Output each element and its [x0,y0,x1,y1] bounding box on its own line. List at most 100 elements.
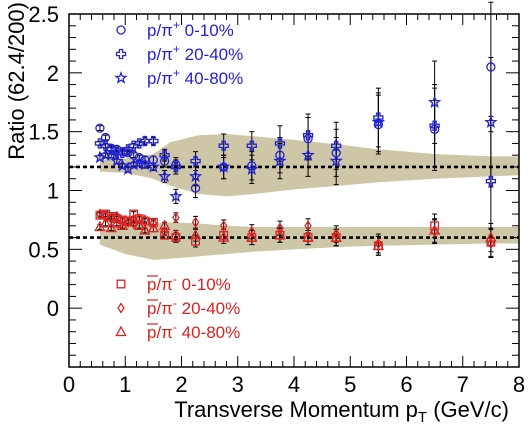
data-point-diamond [374,237,383,250]
data-point-triangle [246,231,258,242]
legend-marker-diamond [117,302,125,314]
data-point-circle [134,152,144,163]
data-point-star [371,115,386,128]
error-bar [173,212,179,223]
error-bar [333,137,339,186]
legend-entry: p/π- 20-40% [117,296,240,318]
error-bar [221,154,227,180]
data-point-diamond [101,210,110,223]
data-point-star [104,148,118,161]
data-point-cross [190,155,201,167]
data-point-circle [247,161,257,171]
data-point-star [273,154,287,167]
error-bar [277,142,283,180]
data-point-triangle [127,213,140,225]
x-tick-label: 2 [175,372,187,397]
data-point-triangle [485,231,497,242]
data-point-diamond [487,237,495,250]
plot-frame [68,13,520,368]
legend-entry: p/π- 40-80% [115,320,240,342]
y-tick-label: 2 [47,61,59,86]
data-point-circle [275,150,285,160]
error-bar [97,125,103,131]
y-axis-title: Ratio (62.4/200) [4,2,29,160]
data-point-diamond [129,217,138,230]
data-point-square [191,236,201,246]
data-point-star [146,159,161,173]
data-point-triangle [133,219,146,230]
data-point-diamond [118,215,127,227]
data-point-cross [139,135,151,147]
legend-pbar-over-pi-minus: p/π- 0-10%p/π- 20-40%p/π- 40-80% [115,272,240,342]
y-tick-label: 1.5 [28,120,59,145]
y-tick-label: 2.5 [28,2,59,27]
x-tick-label: 7 [457,372,469,397]
x-tick-label: 5 [344,372,356,397]
legend-marker-square [116,279,126,289]
x-tick-label: 0 [63,372,75,397]
data-point-triangle [158,219,171,230]
data-point-diamond [96,208,104,220]
data-point-triangle [372,239,385,250]
error-bar [432,60,438,144]
data-point-triangle [428,224,441,235]
data-point-diamond [135,213,144,225]
data-point-cross [302,130,314,141]
legend-marker-cross [115,48,127,60]
data-point-circle [95,123,105,133]
data-point-circle [373,119,384,130]
data-point-star [484,115,498,128]
data-point-circle [190,183,201,193]
y-tick-labels: 0 0.5 1 1.5 2 2.5 [28,2,59,321]
x-tick-label: 3 [232,372,244,397]
legend-label: p/π- 20-40% [147,296,240,318]
data-point-star [301,148,315,161]
y-tick-label: 0.5 [28,237,59,262]
x-tick-label: 6 [400,372,412,397]
data-point-star [157,169,172,183]
data-point-diamond [172,211,180,224]
x-axis-title: Transverse Momentum pT (GeV/c) [174,397,509,426]
data-point-cross [218,140,229,151]
data-point-triangle [139,224,151,235]
data-point-diamond [113,210,121,223]
data-point-diamond [160,226,169,238]
data-point-star [329,154,343,167]
error-bar [488,57,494,188]
x-tick-label: 4 [288,372,300,397]
data-point-square [430,221,440,231]
data-point-star [427,95,442,108]
data-point-diamond [276,222,284,234]
y-tick-label: 1 [47,179,59,204]
data-point-diamond [332,228,340,240]
legend-label: p/π+ 40-80% [147,66,243,88]
data-point-cross [331,140,342,151]
legend-label: p/π- 40-80% [147,320,240,342]
data-point-cross [246,140,257,151]
data-point-star [188,169,203,183]
axis-ticks [68,13,520,368]
data-point-triangle [217,231,230,242]
error-bar [103,134,109,141]
legend-entry: p/π- 0-10% [116,272,231,294]
data-point-triangle [330,231,342,242]
legend-label: p/π+ 0-10% [147,18,234,40]
data-point-circle [171,159,181,170]
data-point-square [106,211,116,221]
data-point-diamond [248,226,256,238]
data-point-cross [429,120,440,131]
data-point-star [126,157,141,171]
legend-p-over-pi-plus: p/π+ 0-10%p/π+ 20-40%p/π+ 40-80% [114,18,243,88]
data-point-triangle [94,220,106,232]
data-point-circle [123,148,133,158]
data-point-square [160,230,170,240]
data-point-diamond [304,220,312,232]
data-point-cross [485,175,497,187]
data-point-cross [373,112,384,123]
data-point-star [245,162,259,176]
error-bar [432,218,438,243]
data-point-star [110,154,124,167]
data-point-circle [429,124,440,134]
data-point-cross [170,161,182,173]
data-point-circle [486,62,496,72]
